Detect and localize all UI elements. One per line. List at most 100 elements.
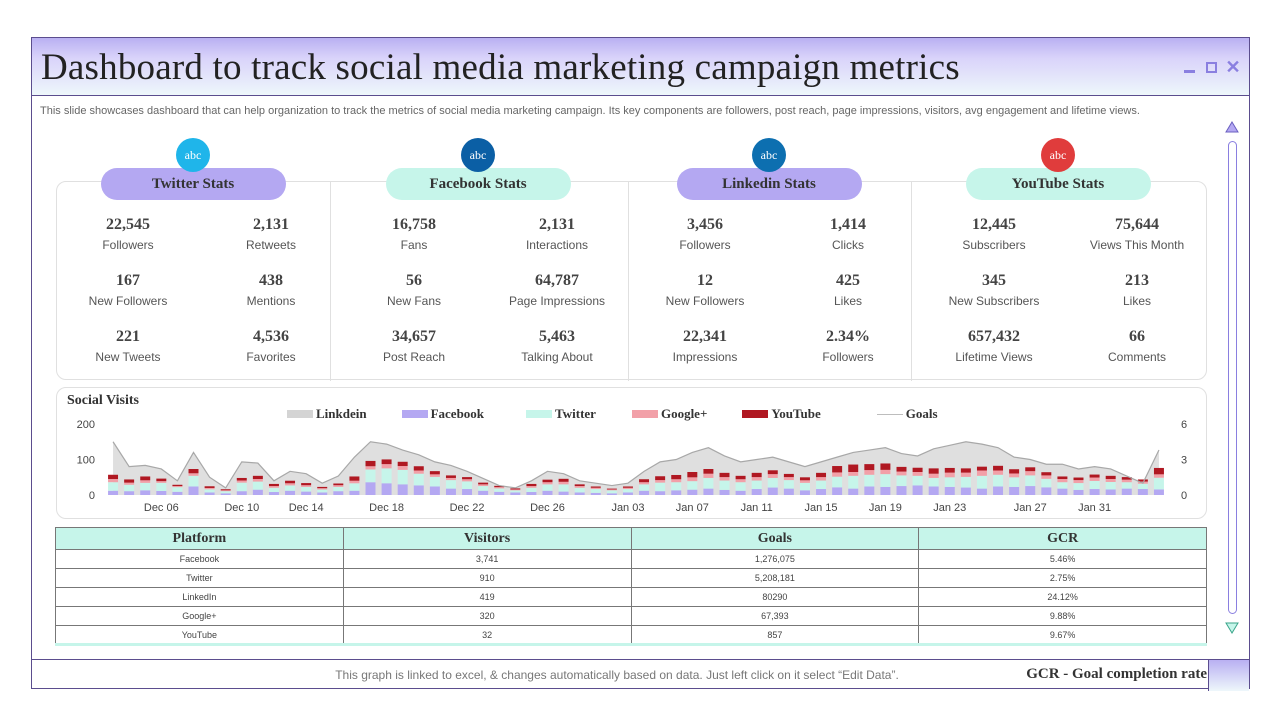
scroll-up-icon[interactable] bbox=[1225, 121, 1239, 133]
bar-youtube bbox=[558, 478, 569, 482]
stats-title-facebook: Facebook Stats bbox=[385, 168, 571, 200]
maximize-icon[interactable] bbox=[1204, 60, 1218, 74]
gcr-table: Platform Visitors Goals GCR Facebook 3,741 1,… bbox=[55, 527, 1207, 646]
legend-label: Twitter bbox=[555, 406, 596, 421]
bar-twitter bbox=[526, 487, 537, 493]
scroll-down-icon[interactable] bbox=[1225, 622, 1239, 634]
bar-googleplus bbox=[639, 482, 650, 485]
bar-facebook bbox=[993, 486, 1004, 495]
bar-googleplus bbox=[204, 487, 215, 490]
bar-youtube bbox=[816, 472, 827, 478]
x-tick-label: Jan 11 bbox=[741, 502, 773, 514]
bar-facebook bbox=[301, 491, 312, 495]
bar-facebook bbox=[365, 482, 376, 495]
legend-swatch bbox=[401, 410, 428, 418]
chart-title: Social Visits bbox=[67, 393, 139, 408]
close-icon[interactable]: ✕ bbox=[1225, 57, 1241, 77]
metric-value: 4,536 bbox=[253, 328, 289, 345]
bar-twitter bbox=[590, 489, 601, 493]
bar-googleplus bbox=[574, 486, 585, 488]
bar-twitter bbox=[960, 476, 971, 488]
bar-twitter bbox=[928, 477, 939, 487]
bar-googleplus bbox=[703, 473, 714, 478]
bar-googleplus bbox=[832, 472, 843, 477]
table-cell: Google+ bbox=[55, 606, 344, 626]
legend-swatch bbox=[742, 410, 769, 418]
bar-youtube bbox=[928, 468, 939, 474]
bar-twitter bbox=[1105, 482, 1116, 490]
bar-googleplus bbox=[767, 474, 778, 478]
slide-frame: Dashboard to track social media marketin… bbox=[31, 37, 1250, 691]
x-tick-label: Jan 23 bbox=[933, 502, 966, 514]
metric: 221 New Tweets bbox=[58, 328, 198, 364]
bar-youtube bbox=[204, 486, 215, 488]
table-cell: Twitter bbox=[55, 568, 344, 588]
metric-label: New Fans bbox=[386, 294, 442, 308]
metric-label: Retweets bbox=[245, 238, 297, 252]
bar-youtube bbox=[285, 480, 296, 484]
bar-googleplus bbox=[880, 469, 891, 475]
bar-twitter bbox=[703, 477, 714, 489]
bar-facebook bbox=[1153, 489, 1164, 495]
metric-label: Talking About bbox=[521, 350, 593, 364]
bar-youtube bbox=[751, 472, 762, 478]
bar-facebook bbox=[478, 490, 489, 495]
x-tick-label: Dec 26 bbox=[530, 502, 565, 514]
metric-label: Followers bbox=[102, 238, 154, 252]
bar-googleplus bbox=[156, 481, 167, 483]
bar-youtube bbox=[333, 483, 344, 486]
table-cell: 320 bbox=[342, 606, 632, 626]
bar-youtube bbox=[510, 488, 521, 490]
bar-youtube bbox=[1041, 472, 1052, 476]
bar-googleplus bbox=[445, 477, 456, 481]
bar-youtube bbox=[880, 463, 891, 470]
bar-googleplus bbox=[751, 477, 762, 481]
bar-twitter bbox=[462, 481, 473, 490]
table-cell: 857 bbox=[630, 625, 920, 646]
x-tick-label: Dec 10 bbox=[224, 502, 259, 514]
social-visits-chart: Social Visits Linkdein Facebook Twitter Goo… bbox=[56, 387, 1207, 519]
bar-googleplus bbox=[1009, 473, 1020, 478]
metric-label: Comments bbox=[1107, 350, 1166, 364]
metric: 66 Comments bbox=[1067, 328, 1207, 364]
metric: 12 New Followers bbox=[635, 272, 775, 308]
minimize-icon[interactable] bbox=[1182, 60, 1196, 74]
bar-youtube bbox=[1009, 469, 1020, 474]
table-cell: 24.12% bbox=[918, 587, 1207, 607]
bar-youtube bbox=[960, 468, 971, 473]
stats-title-youtube: YouTube Stats bbox=[965, 168, 1151, 200]
bar-googleplus bbox=[864, 470, 875, 475]
bar-facebook bbox=[655, 491, 666, 495]
bar-twitter bbox=[799, 482, 810, 491]
metric-label: Lifetime Views bbox=[955, 350, 1033, 364]
legend-label: Goals bbox=[905, 406, 938, 421]
bar-facebook bbox=[494, 491, 505, 495]
bar-twitter bbox=[639, 484, 650, 491]
legend-item: Linkdein bbox=[287, 406, 367, 422]
bar-youtube bbox=[639, 479, 650, 483]
bar-googleplus bbox=[719, 477, 730, 481]
metric-label: Impressions bbox=[672, 350, 738, 364]
bar-googleplus bbox=[590, 487, 601, 490]
bar-twitter bbox=[1137, 483, 1148, 490]
bar-twitter bbox=[510, 490, 521, 493]
bar-twitter bbox=[880, 474, 891, 487]
bar-googleplus bbox=[928, 473, 939, 478]
bar-twitter bbox=[140, 482, 151, 491]
bar-twitter bbox=[1025, 475, 1036, 487]
bar-twitter bbox=[268, 487, 279, 493]
bar-googleplus bbox=[285, 483, 296, 486]
bar-youtube bbox=[1025, 467, 1036, 472]
legend-label: Facebook bbox=[430, 406, 485, 421]
bar-twitter bbox=[574, 487, 585, 493]
metric-value: 657,432 bbox=[968, 328, 1020, 345]
bar-facebook bbox=[413, 485, 424, 495]
scrollbar[interactable] bbox=[1228, 141, 1237, 614]
bar-youtube bbox=[156, 478, 167, 482]
bar-facebook bbox=[832, 487, 843, 495]
metric: 3,456 Followers bbox=[635, 216, 775, 252]
metric-value: 22,545 bbox=[106, 216, 150, 233]
table-cell: 1,276,075 bbox=[630, 549, 920, 569]
metric-value: 1,414 bbox=[830, 216, 866, 233]
bar-youtube bbox=[542, 479, 553, 483]
